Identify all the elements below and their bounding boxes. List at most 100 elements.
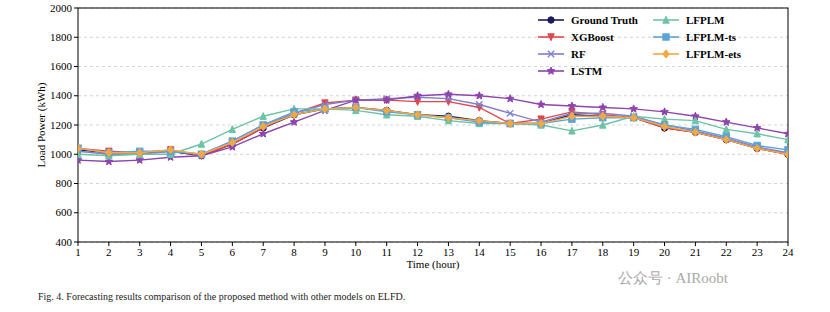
x-tick-label: 20 (659, 246, 671, 258)
legend-label: LFPLM-ts (686, 31, 737, 43)
y-axis-label: Load Power (kWh) (35, 82, 48, 167)
data-point (568, 102, 576, 109)
data-point (785, 150, 788, 158)
data-point (198, 151, 204, 157)
legend-marker (548, 34, 554, 41)
x-tick-label: 4 (168, 246, 174, 258)
x-tick-label: 9 (322, 246, 328, 258)
y-tick (74, 37, 78, 38)
grid-line (78, 125, 788, 126)
x-tick-label: 18 (597, 246, 609, 258)
data-point (78, 145, 81, 151)
data-point (506, 95, 514, 102)
data-point (538, 120, 544, 126)
data-point (106, 150, 112, 156)
x-tick-label: 6 (230, 246, 236, 258)
data-point (353, 104, 359, 110)
data-point (198, 151, 204, 157)
data-point (78, 144, 81, 152)
x-tick-label: 3 (137, 246, 143, 258)
data-point (723, 136, 729, 144)
data-point (538, 120, 544, 128)
y-tick-label: 800 (56, 177, 73, 189)
background (0, 0, 830, 312)
x-tick-label: 2 (106, 246, 112, 258)
data-point (754, 144, 760, 152)
data-point (507, 120, 513, 127)
data-point (476, 117, 482, 125)
data-point (322, 105, 328, 112)
x-tick-label: 19 (628, 246, 640, 258)
data-point (414, 111, 420, 119)
x-tick-label: 23 (752, 246, 764, 258)
x-axis-label: Time (hour) (406, 258, 459, 271)
data-point (507, 120, 513, 128)
y-tick-label: 600 (56, 206, 73, 218)
data-point (352, 96, 360, 103)
data-point (600, 121, 606, 128)
legend-marker (663, 50, 669, 58)
y-tick-label: 1600 (50, 60, 73, 72)
data-point (322, 106, 328, 112)
data-point (785, 136, 788, 143)
data-point (722, 118, 730, 125)
grid-line (78, 183, 788, 184)
data-point (106, 149, 112, 157)
data-point (754, 130, 760, 137)
y-tick (74, 154, 78, 155)
data-point (507, 110, 513, 116)
data-point (445, 114, 451, 122)
grid-line (78, 37, 788, 38)
data-point (291, 111, 297, 119)
legend-label: RF (571, 48, 586, 60)
data-point (476, 92, 484, 99)
grid-line (78, 66, 788, 67)
x-tick-label: 10 (350, 246, 362, 258)
data-point (630, 114, 636, 120)
caption: Fig. 4. Forecasting results comparison o… (38, 291, 405, 302)
x-tick-label: 15 (505, 246, 517, 258)
data-point (167, 146, 173, 154)
data-point (260, 113, 266, 120)
data-point (322, 106, 328, 112)
data-point (507, 120, 513, 126)
x-tick-label: 17 (566, 246, 578, 258)
y-tick (74, 95, 78, 96)
watermark: 公众号 · AIRoobt (618, 270, 729, 286)
data-point (229, 139, 235, 147)
legend-label: Ground Truth (571, 14, 638, 26)
x-tick-label: 13 (443, 246, 455, 258)
data-point (167, 147, 173, 154)
data-point (784, 130, 788, 137)
y-tick (74, 212, 78, 213)
data-point (692, 128, 698, 136)
data-point (383, 96, 391, 103)
x-tick-label: 8 (291, 246, 297, 258)
y-tick-label: 1800 (50, 31, 73, 43)
series-line (78, 100, 788, 156)
y-tick-label: 400 (56, 236, 73, 248)
data-point (600, 112, 606, 120)
data-point (507, 120, 513, 127)
legend-label: LFPLM (686, 14, 725, 26)
y-tick (74, 8, 78, 9)
legend-marker (663, 34, 669, 40)
legend-label: LSTM (571, 65, 603, 77)
x-tick-label: 24 (783, 246, 795, 258)
data-point (445, 114, 451, 120)
x-tick-label: 1 (75, 246, 81, 258)
y-tick-label: 2000 (50, 2, 73, 14)
data-point (507, 120, 513, 126)
data-point (106, 150, 112, 156)
data-point (229, 126, 235, 133)
data-point (569, 127, 575, 134)
plot-data (78, 90, 788, 165)
series-line (78, 97, 788, 154)
data-point (630, 114, 636, 121)
data-point (630, 114, 636, 120)
grid-line (78, 212, 788, 213)
series-line (78, 107, 788, 154)
x-tick-label: 5 (199, 246, 205, 258)
data-point (445, 90, 453, 97)
data-point (599, 103, 607, 110)
